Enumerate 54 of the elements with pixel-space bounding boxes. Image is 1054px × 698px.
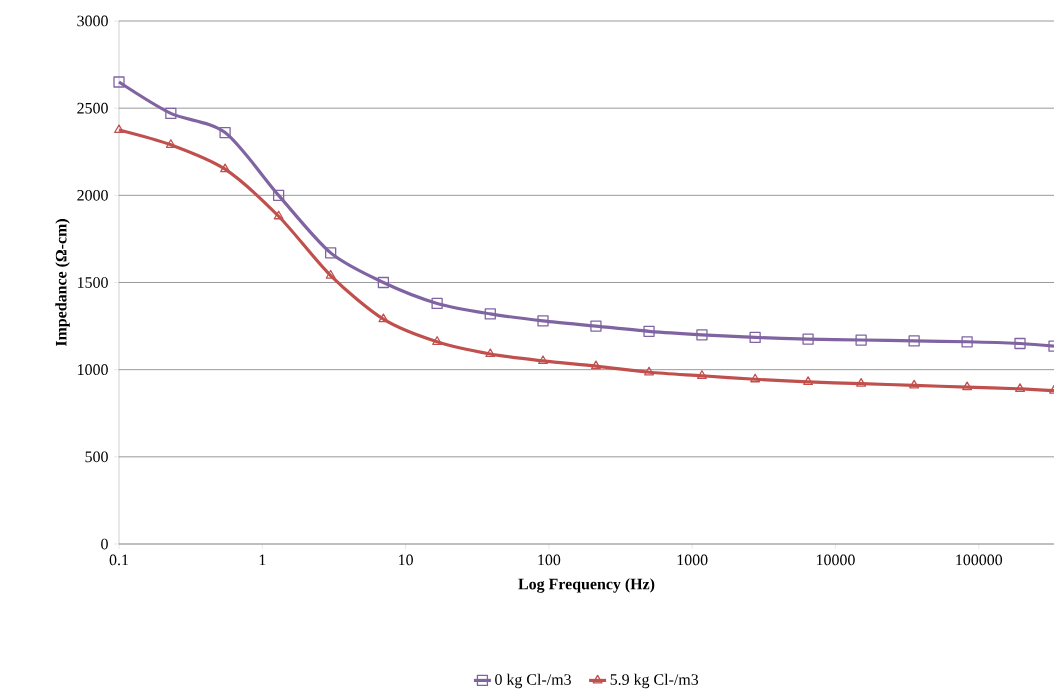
point [803, 376, 814, 386]
point [325, 247, 337, 259]
x-tick-label: 10000 [816, 554, 855, 566]
point [961, 336, 973, 348]
point [856, 377, 867, 387]
y-tick-label: 3000 [77, 15, 108, 27]
point [165, 139, 176, 148]
x-tick-label: 0.1 [109, 554, 129, 566]
x-tick-label: 1 [259, 554, 266, 566]
point [165, 107, 177, 120]
point [644, 366, 655, 376]
point [484, 308, 496, 320]
point [1015, 383, 1025, 392]
point [378, 313, 389, 323]
x-tick-label: 1000 [677, 554, 708, 566]
y-tick-label: 2500 [77, 102, 108, 114]
point [431, 297, 443, 310]
point [432, 336, 443, 345]
point [750, 373, 761, 383]
point [272, 189, 285, 201]
point [538, 355, 548, 365]
point [377, 276, 390, 289]
point [219, 126, 231, 139]
point [590, 360, 601, 370]
x-tick-label: 100000 [956, 554, 1003, 566]
legend-label: 0 kg Cl-/m3 [495, 673, 571, 689]
point [643, 325, 655, 337]
x-tick-label: 100 [538, 554, 561, 566]
point [749, 331, 761, 344]
y-tick-label: 1000 [78, 364, 108, 376]
point [273, 210, 284, 220]
y-tick-label: 0 [101, 538, 108, 550]
y-tick-label: 2000 [77, 189, 108, 201]
y-axis-title: Impedance (Ω-cm) [55, 219, 70, 347]
legend-label: 5.9 kg Cl-/m3 [610, 673, 699, 689]
point [696, 329, 708, 341]
point [696, 370, 707, 379]
x-tick-label: 10 [399, 554, 413, 566]
point [962, 381, 973, 391]
point [590, 320, 602, 332]
x-axis-title: Log Frequency (Hz) [518, 578, 655, 593]
point [908, 335, 920, 347]
point [325, 269, 336, 279]
y-tick-label: 500 [85, 451, 108, 463]
point [1014, 337, 1026, 350]
point [220, 163, 231, 173]
point [802, 333, 814, 345]
point [855, 334, 867, 346]
point [114, 124, 124, 134]
y-tick-label: 1500 [78, 277, 108, 288]
point [537, 315, 549, 327]
point [113, 76, 125, 88]
point [909, 379, 920, 389]
point [485, 348, 496, 358]
